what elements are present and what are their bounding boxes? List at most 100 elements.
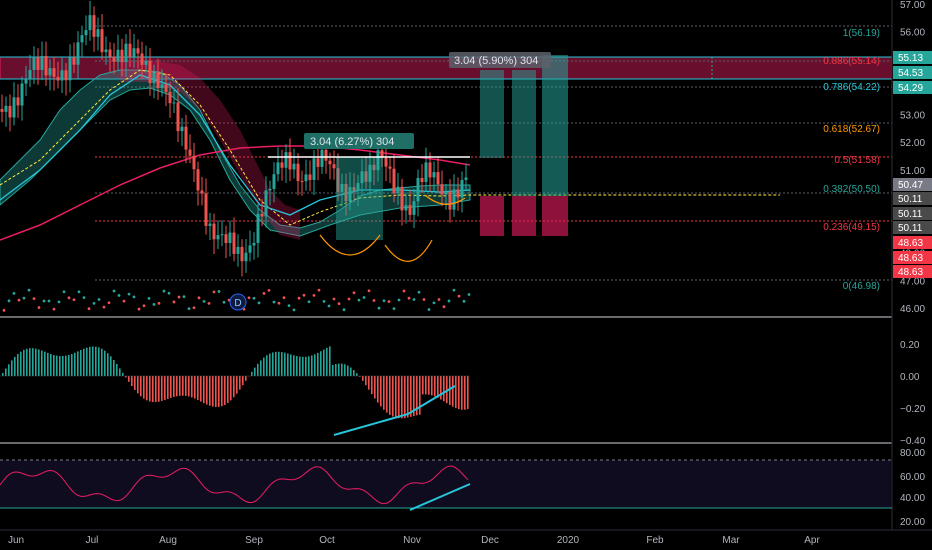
candle-body [148, 60, 152, 84]
cup-arc-left[interactable] [319, 234, 381, 256]
candle-body [92, 15, 96, 37]
macd-axis[interactable]: 0.20 0.00 −0.20 −0.40 [900, 340, 926, 447]
macd-bar [227, 376, 229, 403]
macd-bar [356, 373, 358, 376]
macd-bar [314, 354, 316, 376]
candle-body [0, 109, 4, 112]
candle-body [112, 56, 116, 62]
candle-body [264, 190, 268, 217]
macd-bar [149, 376, 151, 402]
volume-dot [337, 302, 341, 305]
volume-dot [302, 293, 306, 297]
candle-body [284, 152, 288, 168]
cup-arc-right[interactable] [384, 239, 433, 262]
stop-box-1[interactable] [480, 196, 504, 236]
candle-body [272, 174, 276, 189]
macd-bar [137, 376, 139, 394]
volume-dot [77, 290, 81, 294]
volume-dot [97, 298, 101, 301]
candle-body [244, 252, 248, 262]
candle-body [412, 201, 416, 215]
macd-bar [107, 353, 109, 376]
time-tick-label: 2020 [557, 535, 580, 546]
macd-bar [215, 376, 217, 408]
volume-dot [87, 307, 91, 311]
fib-label-0236: 0.236(49.15) [823, 222, 880, 233]
candle-body [456, 189, 460, 198]
candle-body [208, 223, 212, 226]
target-box-1[interactable] [480, 70, 504, 158]
volume-dot [182, 295, 186, 298]
volume-dot [367, 289, 371, 293]
dividend-marker[interactable] [229, 293, 247, 311]
volume-dot [372, 299, 376, 302]
macd-divergence-line-1[interactable] [333, 413, 409, 436]
target-box-3[interactable] [542, 55, 568, 196]
volume-dot [32, 297, 36, 301]
macd-bar [62, 355, 64, 376]
rsi-axis[interactable]: 80.00 60.00 40.00 20.00 [900, 448, 925, 528]
volume-dot [112, 289, 116, 293]
candle-body [420, 177, 424, 182]
candle-body [120, 49, 124, 63]
volume-dot [362, 296, 366, 299]
macd-bar [446, 376, 448, 404]
volume-dot [312, 293, 316, 297]
candle-body [348, 187, 352, 202]
stop-box-2[interactable] [512, 196, 536, 236]
long-ma-line [0, 145, 471, 241]
measure-box-oct[interactable] [336, 157, 383, 240]
candle-body [100, 29, 104, 53]
target-box-2[interactable] [512, 70, 536, 196]
macd-bar [275, 351, 277, 376]
fib-label-05: 0.5(51.58) [834, 155, 880, 166]
cup-arc-small[interactable] [424, 194, 466, 205]
volume-dot [467, 293, 471, 296]
macd-bar [287, 353, 289, 376]
volume-dot [402, 289, 406, 293]
candle-body [316, 158, 320, 167]
macd-bar [167, 376, 169, 400]
candle-body [324, 149, 328, 161]
volume-dot [347, 297, 351, 301]
time-tick-label: Feb [646, 535, 664, 546]
candle-body [232, 232, 236, 254]
volume-dot [262, 292, 266, 295]
candle-body [404, 205, 408, 211]
volume-dot [407, 296, 411, 300]
macd-bar [50, 354, 52, 376]
candle-body [36, 57, 40, 70]
macd-bar [419, 376, 421, 415]
price-tag-label: 50.11 [898, 223, 923, 234]
candle-body [304, 174, 308, 182]
macd-bar [59, 355, 61, 376]
stop-box-3[interactable] [542, 196, 568, 236]
macd-bar [125, 376, 127, 378]
time-axis[interactable]: Jun Jul Aug Sep Oct Nov Dec 2020 Feb Mar Apr [8, 535, 821, 546]
price-tag [893, 81, 932, 94]
volume-dot [272, 300, 276, 304]
macd-bar [221, 376, 223, 407]
candle-body [144, 60, 148, 65]
price-tag [893, 192, 932, 205]
fib-retracement[interactable]: 1(56.19) 0.886(55.14) 0.786(54.22) 0.618… [95, 25, 892, 292]
candle-body [248, 245, 252, 253]
fib-label-0786: 0.786(54.22) [823, 82, 880, 93]
rsi-divergence-line[interactable] [409, 483, 471, 511]
macd-bar [152, 376, 154, 403]
macd-bar [251, 371, 253, 376]
volume-dot [417, 290, 421, 294]
macd-bar [209, 376, 211, 406]
macd-divergence-line-2[interactable] [407, 385, 456, 415]
macd-bar [203, 376, 205, 404]
macd-bar [350, 367, 352, 376]
candle-body [300, 180, 304, 182]
macd-bar [311, 355, 313, 376]
volume-dot [202, 300, 206, 303]
macd-bar [395, 376, 397, 418]
volume-dot [327, 304, 331, 308]
macd-bar [443, 376, 445, 402]
macd-bar [230, 376, 232, 401]
volume-dot [197, 296, 201, 300]
